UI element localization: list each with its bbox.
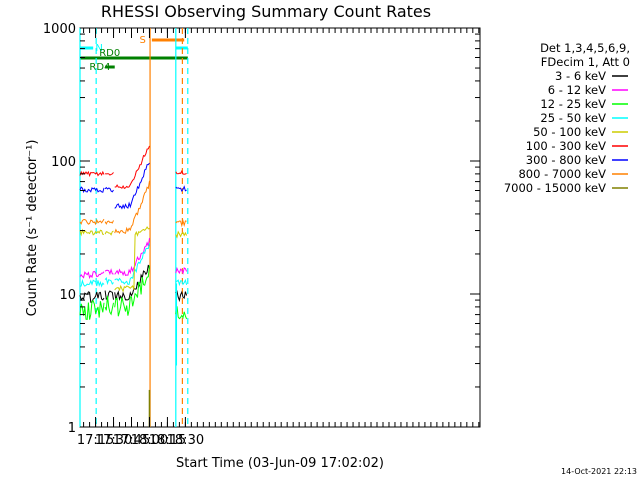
status-bar-label: S [139, 35, 145, 46]
legend-entry: 12 - 25 keV [540, 97, 606, 111]
status-bar-label: RD0 [99, 48, 120, 59]
x-tick-label: 18:00 [131, 433, 168, 448]
plot-timestamp: 14-Oct-2021 22:13 [561, 467, 637, 476]
x-tick-label: 17:30 [95, 433, 132, 448]
series-trace [79, 186, 105, 194]
series-trace [175, 169, 187, 175]
legend-entry: 7000 - 15000 keV [504, 181, 606, 195]
y-tick-label: 1000 [43, 22, 76, 37]
series-trace [175, 266, 188, 275]
series-trace [104, 290, 114, 300]
y-tick-label: 1 [68, 421, 76, 436]
legend-entry: 6 - 12 keV [548, 83, 606, 97]
series-trace [79, 270, 105, 280]
plot-content: N S RD0 RD4 [79, 28, 189, 427]
series-trace [175, 306, 188, 320]
x-tick-label: 17:45 [113, 433, 150, 448]
series-trace [79, 300, 105, 320]
series-trace [175, 185, 187, 192]
series-trace [175, 290, 188, 303]
series-trace [114, 180, 150, 235]
legend-header: FDecim 1, Att 0 [541, 55, 630, 69]
series-trace [104, 295, 114, 316]
series-trace [79, 228, 105, 237]
legend-entry: 3 - 6 keV [555, 69, 606, 83]
series-trace [175, 278, 188, 287]
y-tick-label: 100 [51, 155, 76, 170]
x-tick-label: 18:30 [167, 433, 204, 448]
legend-entry: 100 - 300 keV [526, 139, 606, 153]
series-trace [79, 278, 105, 288]
legend-entry: 25 - 50 keV [540, 111, 606, 125]
x-axis-label: Start Time (03-Jun-09 17:02:02) [176, 456, 384, 471]
series-trace [104, 268, 114, 276]
legend-entry: 300 - 800 keV [526, 153, 606, 167]
x-tick-label: 18:15 [149, 433, 186, 448]
status-bar-label: N [95, 43, 102, 54]
series-trace [114, 243, 150, 285]
series-trace [175, 218, 187, 228]
series-trace [114, 226, 150, 293]
series-trace [114, 265, 150, 317]
series-trace [105, 172, 114, 176]
y-tick-label: 10 [59, 288, 76, 303]
legend-entry: 800 - 7000 keV [518, 167, 606, 181]
series-trace [114, 264, 150, 302]
series-trace [104, 220, 114, 225]
series-trace [79, 170, 105, 178]
series-trace [104, 186, 114, 193]
series-trace [114, 238, 150, 277]
legend-entry: 50 - 100 keV [533, 125, 606, 139]
legend: Det 1,3,4,5,6,9,FDecim 1, Att 03 - 6 keV… [504, 41, 630, 195]
chart-title: RHESSI Observing Summary Count Rates [101, 2, 431, 21]
series-trace [114, 162, 150, 210]
series-trace [104, 230, 114, 236]
status-bar-label: RD4 [89, 62, 110, 73]
y-axis: 1 10 100 1000 [43, 22, 480, 436]
x-tick-label: 17:15 [77, 433, 114, 448]
series-trace [114, 145, 150, 189]
plot-frame [79, 27, 481, 428]
series-trace [79, 218, 105, 226]
series-trace [175, 230, 188, 239]
series-trace [104, 276, 114, 286]
legend-header: Det 1,3,4,5,6,9, [540, 41, 630, 55]
y-axis-label: Count Rate (s⁻¹ detector⁻¹) [25, 140, 40, 317]
